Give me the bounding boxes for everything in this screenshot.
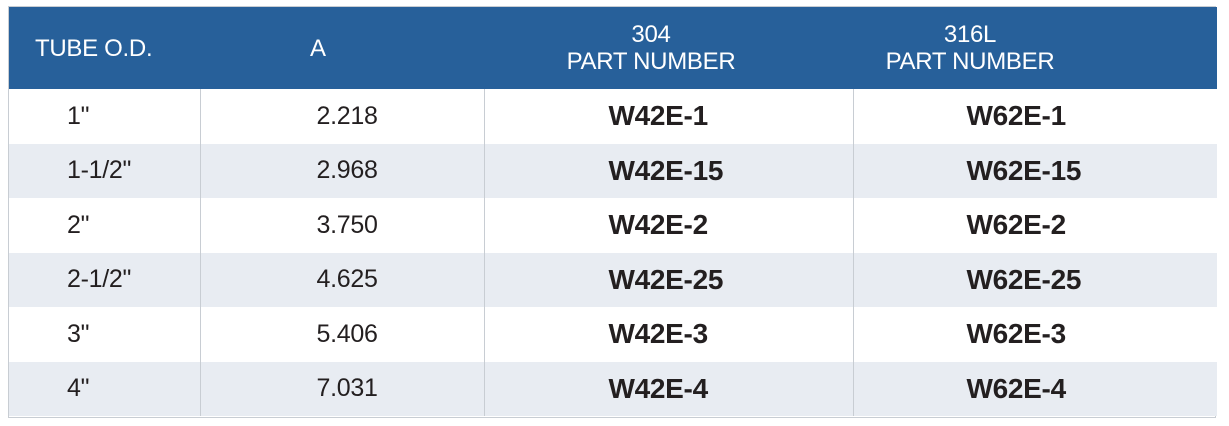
cell-tube-od: 4" [67,374,90,403]
table-row: 1" 2.218 W42E-1 W62E-1 [9,89,1217,144]
header-tube-od: TUBE O.D. [35,34,153,62]
cell-304-part-number: W42E-1 [483,89,853,144]
part-number-table: TUBE O.D. A 304 PART NUMBER 316L PART NU… [8,6,1217,418]
table-row: 4" 7.031 W42E-4 W62E-4 [9,361,1217,416]
cell-a: 7.031 [199,361,484,416]
cell-a: 2.218 [199,89,484,144]
cell-a: 2.968 [199,143,484,198]
cell-304-part-number: W42E-2 [483,198,853,253]
cell-316l-part-number: W62E-25 [852,252,1217,307]
cell-316l-part-number: W62E-2 [852,198,1217,253]
cell-tube-od: 2" [67,210,90,239]
header-304-line1: 304 [631,21,671,48]
cell-tube-od: 3" [67,319,90,348]
cell-a: 4.625 [199,252,484,307]
header-316l-line2: PART NUMBER [885,48,1055,75]
cell-a: 5.406 [199,307,484,362]
header-row: TUBE O.D. A 304 PART NUMBER 316L PART NU… [9,7,1217,89]
cell-304-part-number: W42E-15 [483,143,853,198]
cell-304-part-number: W42E-3 [483,307,853,362]
table-body: 1" 2.218 W42E-1 W62E-1 1-1/2" 2.968 W42E… [9,89,1217,416]
cell-tube-od: 2-1/2" [67,265,132,294]
cell-316l-part-number: W62E-1 [852,89,1217,144]
table-row: 1-1/2" 2.968 W42E-15 W62E-15 [9,143,1217,198]
cell-316l-part-number: W62E-15 [852,143,1217,198]
cell-304-part-number: W42E-4 [483,361,853,416]
header-304-part-number: 304 PART NUMBER [484,7,853,89]
header-316l-line1: 316L [943,21,997,48]
header-316l-part-number: 316L PART NUMBER [853,7,1217,89]
cell-a: 3.750 [199,198,484,253]
header-a: A [310,34,326,62]
cell-tube-od: 1" [67,101,90,130]
cell-316l-part-number: W62E-4 [852,361,1217,416]
part-table: TUBE O.D. A 304 PART NUMBER 316L PART NU… [9,7,1217,416]
header-304-line2: PART NUMBER [566,48,736,75]
table-row: 2-1/2" 4.625 W42E-25 W62E-25 [9,252,1217,307]
cell-tube-od: 1-1/2" [67,156,132,185]
table-row: 3" 5.406 W42E-3 W62E-3 [9,307,1217,362]
cell-304-part-number: W42E-25 [483,252,853,307]
table-row: 2" 3.750 W42E-2 W62E-2 [9,198,1217,253]
cell-316l-part-number: W62E-3 [852,307,1217,362]
